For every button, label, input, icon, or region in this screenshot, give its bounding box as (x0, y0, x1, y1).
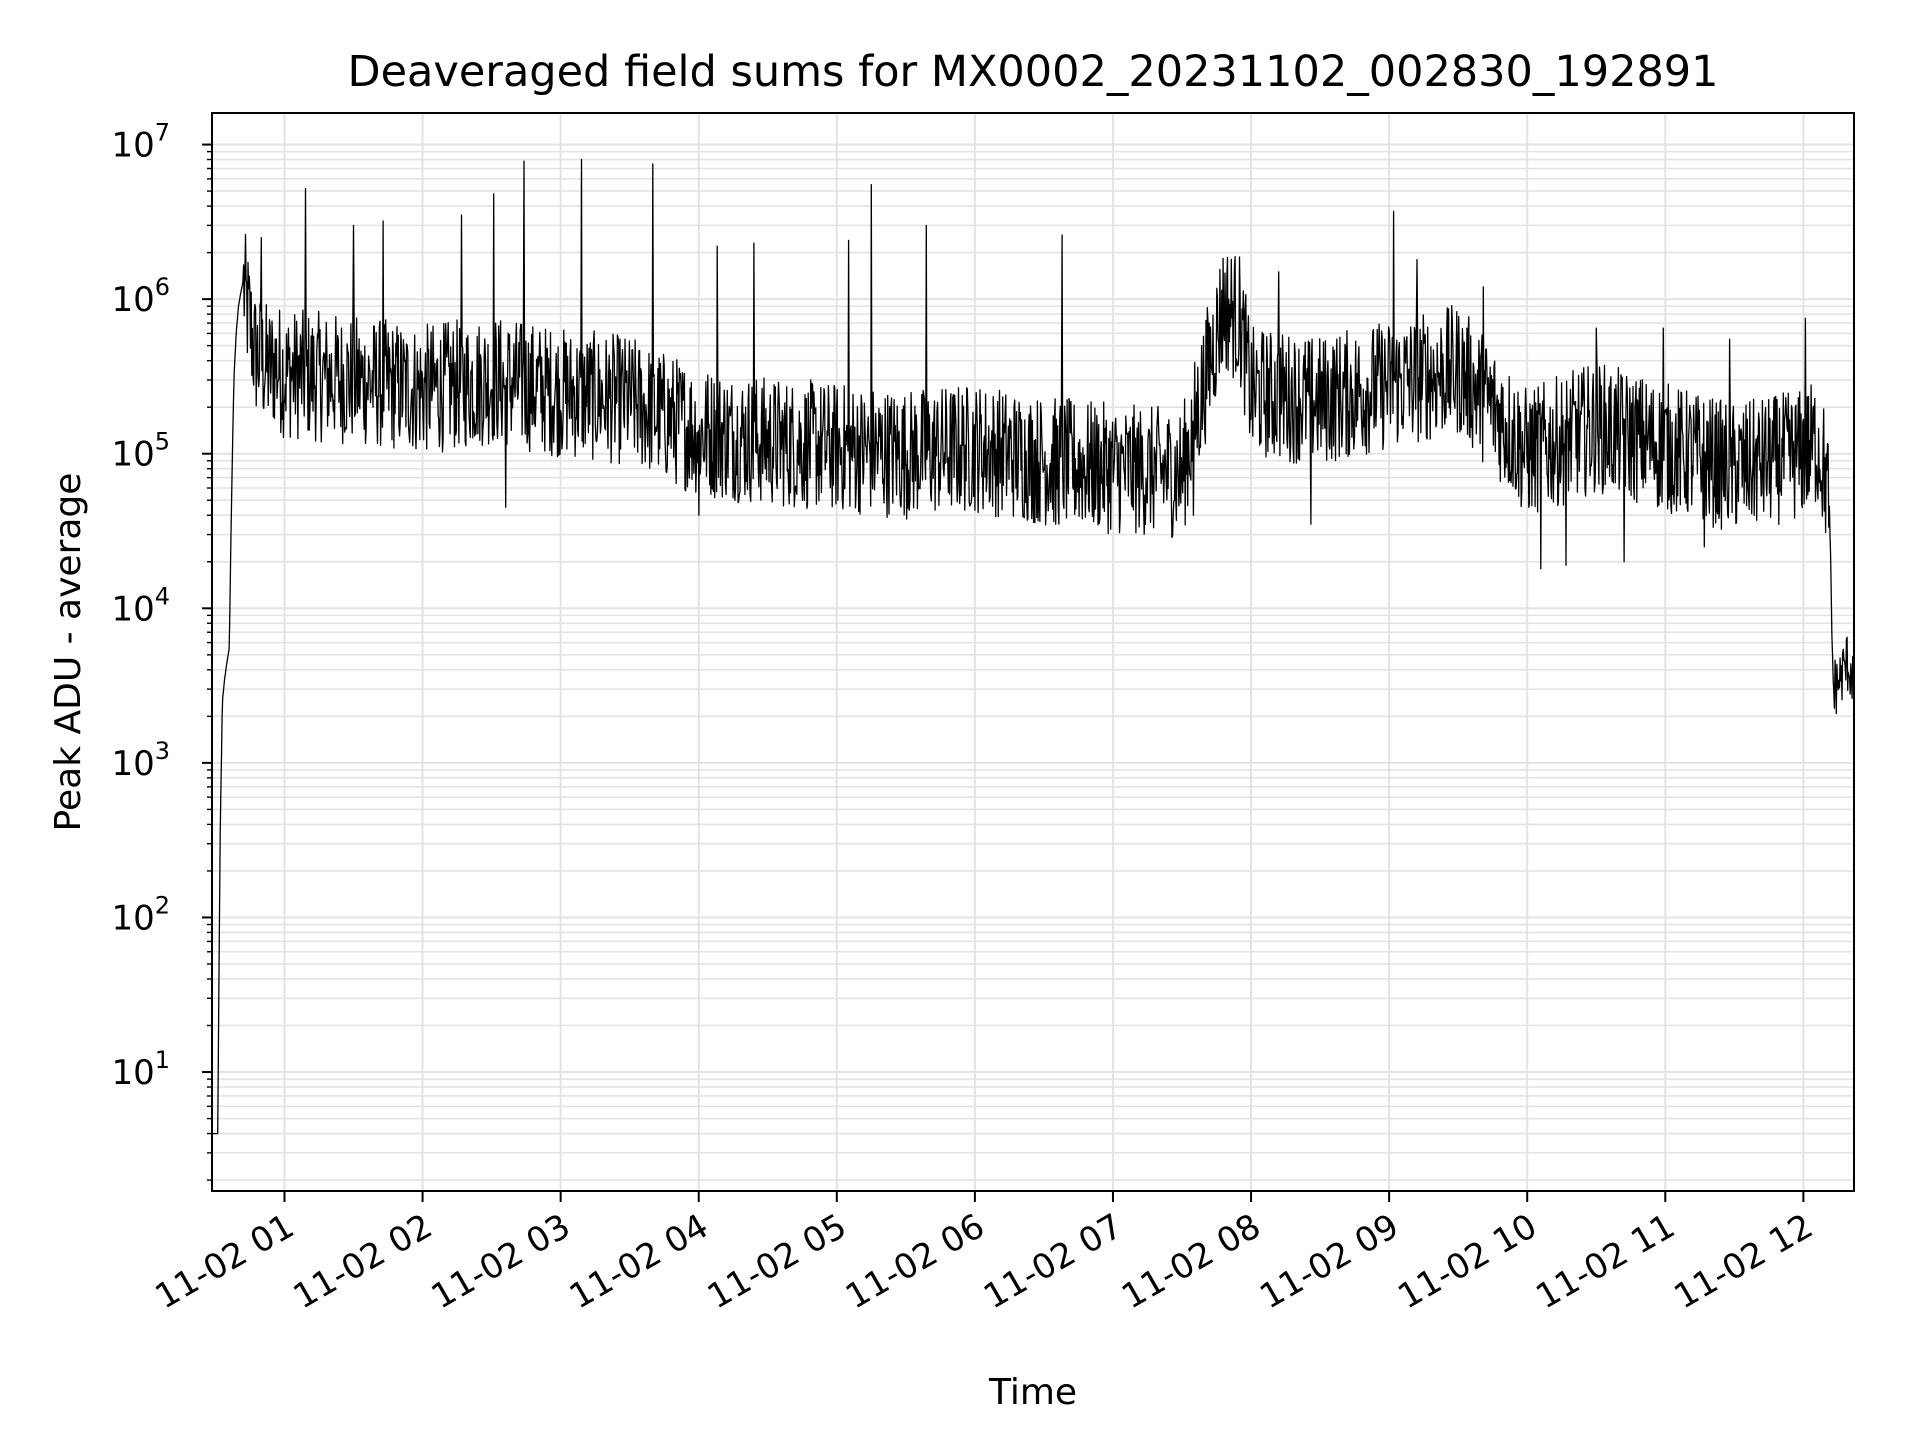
y-axis-title: Peak ADU - average (48, 473, 89, 832)
x-tick-label: 11-02 05 (701, 1206, 853, 1317)
y-tick-label: 104 (111, 582, 170, 629)
grid-lines (212, 113, 1854, 1191)
x-tick-label: 11-02 10 (1391, 1206, 1543, 1317)
x-tick-label: 11-02 09 (1253, 1206, 1405, 1317)
x-tick-label: 11-02 08 (1115, 1206, 1267, 1317)
y-axis: 101 102 103 104 105 106 107 (111, 119, 212, 1181)
x-tick-label: 11-02 02 (287, 1206, 439, 1317)
x-tick-label: 11-02 03 (425, 1206, 577, 1317)
series-line (211, 158, 1855, 1135)
y-tick-label: 101 (111, 1046, 170, 1093)
y-tick-label: 103 (111, 737, 170, 784)
y-tick-label: 102 (111, 891, 170, 938)
x-tick-label: 11-02 11 (1529, 1206, 1681, 1317)
x-axis-title: Time (988, 1372, 1077, 1413)
x-tick-label: 11-02 01 (149, 1206, 301, 1317)
y-tick-label: 107 (111, 119, 170, 166)
x-tick-label: 11-02 07 (977, 1206, 1129, 1317)
x-tick-label: 11-02 06 (839, 1206, 991, 1317)
plot-area (211, 158, 1855, 1135)
chart-title: Deaveraged field sums for MX0002_2023110… (347, 47, 1718, 97)
x-tick-label: 11-02 04 (563, 1206, 715, 1317)
y-tick-label: 105 (111, 428, 170, 475)
y-tick-label: 106 (111, 273, 170, 320)
plot-frame (211, 112, 1855, 1192)
x-tick-label: 11-02 12 (1667, 1206, 1819, 1317)
